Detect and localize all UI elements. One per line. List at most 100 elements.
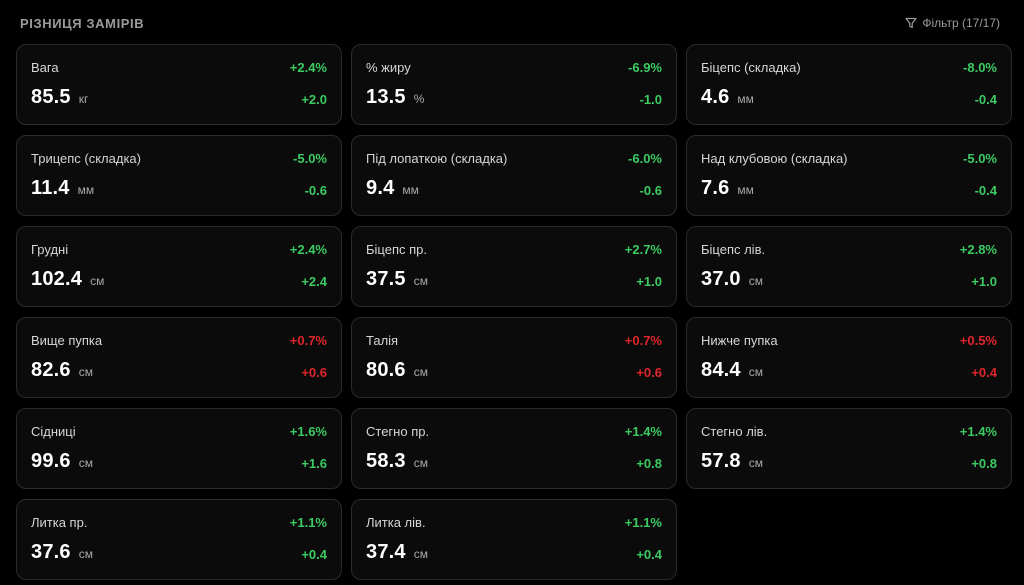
measurement-value-row: 37.4 см xyxy=(366,541,428,564)
measurement-value: 85.5 xyxy=(31,86,71,108)
absolute-change: +0.4 xyxy=(971,365,997,380)
absolute-change: +0.6 xyxy=(636,365,662,380)
measurement-label: Біцепс лів. xyxy=(701,242,766,257)
measurement-unit: % xyxy=(413,92,425,106)
measurement-value-row: 4.6 мм xyxy=(701,86,754,109)
measurement-card[interactable]: Біцепс лів. +2.8% 37.0 см +1.0 xyxy=(686,226,1012,307)
measurement-label: Литка лів. xyxy=(366,515,426,530)
percent-change: +0.7% xyxy=(624,333,662,348)
measurement-label: Трицепс (складка) xyxy=(31,151,141,166)
absolute-change: +2.4 xyxy=(301,274,327,289)
measurement-card[interactable]: Грудні +2.4% 102.4 см +2.4 xyxy=(16,226,342,307)
percent-change: +1.4% xyxy=(624,424,662,439)
percent-change: -6.0% xyxy=(628,151,662,166)
absolute-change: -0.4 xyxy=(974,92,997,107)
measurement-value: 9.4 xyxy=(366,177,395,199)
measurement-unit: см xyxy=(78,547,93,561)
measurement-unit: см xyxy=(78,365,93,379)
measurement-unit: мм xyxy=(77,183,95,197)
measurement-value: 13.5 xyxy=(366,86,406,108)
measurement-value: 37.5 xyxy=(366,268,406,290)
measurement-unit: кг xyxy=(78,92,89,106)
section-header: РІЗНИЦЯ ЗАМІРІВ Фільтр (17/17) xyxy=(20,12,1000,34)
absolute-change: +0.8 xyxy=(636,456,662,471)
percent-change: +1.6% xyxy=(289,424,327,439)
measurement-unit: мм xyxy=(737,92,754,106)
measurement-unit: см xyxy=(413,365,428,379)
measurement-label: Сідниці xyxy=(31,424,76,439)
measurement-label: Нижче пупка xyxy=(701,333,778,348)
percent-change: +2.7% xyxy=(624,242,662,257)
measurement-value-row: 11.4 мм xyxy=(31,177,94,200)
measurement-card[interactable]: Під лопаткою (складка) -6.0% 9.4 мм -0.6 xyxy=(351,135,677,216)
measurement-card[interactable]: Стегно лів. +1.4% 57.8 см +0.8 xyxy=(686,408,1012,489)
measurement-value-row: 9.4 мм xyxy=(366,177,419,200)
measurement-unit: мм xyxy=(402,183,419,197)
measurement-card[interactable]: Талія +0.7% 80.6 см +0.6 xyxy=(351,317,677,398)
percent-change: +2.4% xyxy=(289,60,327,75)
absolute-change: +1.6 xyxy=(301,456,327,471)
measurement-label: Вага xyxy=(31,60,59,75)
percent-change: -6.9% xyxy=(628,60,662,75)
measurement-value: 102.4 xyxy=(31,268,83,290)
percent-change: +2.8% xyxy=(959,242,997,257)
measurement-value: 37.4 xyxy=(366,541,406,563)
measurement-value: 84.4 xyxy=(701,359,741,381)
absolute-change: +0.6 xyxy=(301,365,327,380)
measurement-value: 58.3 xyxy=(366,450,406,472)
percent-change: +1.1% xyxy=(624,515,662,530)
measurement-card[interactable]: % жиру -6.9% 13.5 % -1.0 xyxy=(351,44,677,125)
percent-change: +2.4% xyxy=(289,242,327,257)
measurement-label: Під лопаткою (складка) xyxy=(366,151,508,166)
filter-button[interactable]: Фільтр (17/17) xyxy=(905,16,1000,30)
measurement-label: Біцепс (складка) xyxy=(701,60,801,75)
measurement-card[interactable]: Сідниці +1.6% 99.6 см +1.6 xyxy=(16,408,342,489)
measurements-grid: Вага +2.4% 85.5 кг +2.0 % жиру -6.9% 13.… xyxy=(16,44,1012,580)
section-title: РІЗНИЦЯ ЗАМІРІВ xyxy=(20,15,145,31)
measurement-label: Стегно лів. xyxy=(701,424,768,439)
measurement-card[interactable]: Трицепс (складка) -5.0% 11.4 мм -0.6 xyxy=(16,135,342,216)
absolute-change: +0.4 xyxy=(636,547,662,562)
absolute-change: -1.0 xyxy=(639,92,662,107)
filter-label: Фільтр (17/17) xyxy=(922,16,1000,30)
measurement-value-row: 13.5 % xyxy=(366,86,424,109)
measurement-card[interactable]: Литка пр. +1.1% 37.6 см +0.4 xyxy=(16,499,342,580)
measurement-value-row: 37.6 см xyxy=(31,541,93,564)
measurement-label: Грудні xyxy=(31,242,69,257)
measurement-value-row: 58.3 см xyxy=(366,450,428,473)
measurement-unit: см xyxy=(748,365,763,379)
absolute-change: -0.4 xyxy=(974,183,997,198)
measurement-card[interactable]: Біцепс пр. +2.7% 37.5 см +1.0 xyxy=(351,226,677,307)
percent-change: +0.7% xyxy=(289,333,327,348)
measurement-card[interactable]: Вага +2.4% 85.5 кг +2.0 xyxy=(16,44,342,125)
measurement-value-row: 82.6 см xyxy=(31,359,93,382)
measurement-value: 57.8 xyxy=(701,450,741,472)
measurement-card[interactable]: Над клубовою (складка) -5.0% 7.6 мм -0.4 xyxy=(686,135,1012,216)
measurement-unit: см xyxy=(78,456,93,470)
measurement-label: % жиру xyxy=(366,60,411,75)
measurement-label: Біцепс пр. xyxy=(366,242,427,257)
measurement-unit: см xyxy=(748,274,763,288)
measurement-card[interactable]: Біцепс (складка) -8.0% 4.6 мм -0.4 xyxy=(686,44,1012,125)
measurement-card[interactable]: Нижче пупка +0.5% 84.4 см +0.4 xyxy=(686,317,1012,398)
percent-change: -5.0% xyxy=(293,151,327,166)
measurement-unit: см xyxy=(90,274,105,288)
measurement-value-row: 80.6 см xyxy=(366,359,428,382)
measurement-value-row: 37.0 см xyxy=(701,268,763,291)
measurement-value-row: 85.5 кг xyxy=(31,86,88,109)
measurement-value-row: 102.4 см xyxy=(31,268,104,291)
measurement-value: 7.6 xyxy=(701,177,730,199)
absolute-change: -0.6 xyxy=(639,183,662,198)
measurement-unit: см xyxy=(748,456,763,470)
measurement-value-row: 37.5 см xyxy=(366,268,428,291)
measurement-label: Стегно пр. xyxy=(366,424,430,439)
percent-change: -5.0% xyxy=(963,151,997,166)
measurement-card[interactable]: Вище пупка +0.7% 82.6 см +0.6 xyxy=(16,317,342,398)
measurement-card[interactable]: Литка лів. +1.1% 37.4 см +0.4 xyxy=(351,499,677,580)
measurement-value: 37.6 xyxy=(31,541,71,563)
absolute-change: +1.0 xyxy=(971,274,997,289)
measurement-card[interactable]: Стегно пр. +1.4% 58.3 см +0.8 xyxy=(351,408,677,489)
measurement-value: 4.6 xyxy=(701,86,730,108)
filter-icon xyxy=(905,17,917,29)
absolute-change: +2.0 xyxy=(301,92,327,107)
